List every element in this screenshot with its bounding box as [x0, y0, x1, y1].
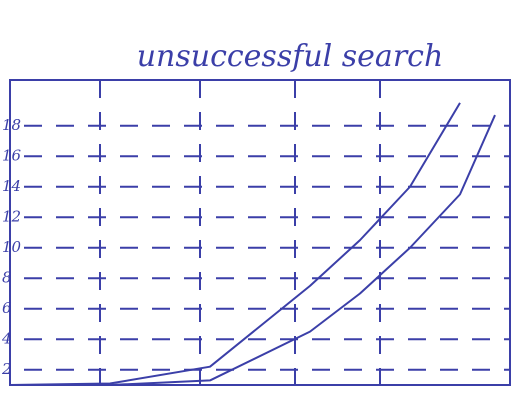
y-tick-label: 12 [2, 207, 21, 225]
y-tick-label: 8 [2, 268, 12, 286]
y-tick-label: 14 [2, 177, 21, 195]
y-tick-label: 16 [2, 146, 22, 164]
plot-frame [9, 79, 511, 386]
y-tick-label: 6 [2, 299, 12, 317]
y-tick-label: 4 [1, 329, 12, 347]
y-tick-label: 18 [2, 116, 21, 134]
series-line [10, 114, 496, 386]
y-tick-label: 10 [2, 238, 22, 256]
series-line [9, 102, 461, 386]
y-tick-label: 2 [1, 360, 12, 378]
chart-title: unsuccessful search [137, 39, 444, 74]
